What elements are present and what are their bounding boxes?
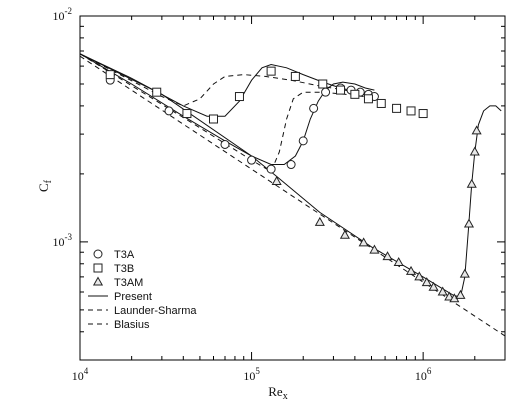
t3b-point <box>290 71 300 81</box>
legend-item-t3a: T3A <box>93 249 135 261</box>
y-axis-title: Cf <box>36 179 54 192</box>
t3b-point <box>105 70 115 80</box>
t3a-point <box>164 106 174 116</box>
t3b-point <box>418 109 428 119</box>
legend-item-present: Present <box>88 291 152 303</box>
t3am-point <box>471 125 482 135</box>
legend-item-t3am: T3AM <box>92 276 143 289</box>
t3am-point <box>414 271 425 281</box>
axis-ticks <box>79 15 506 361</box>
t3b-point <box>376 98 386 108</box>
launder-sharma-line <box>80 53 372 107</box>
t3b-point <box>363 94 373 104</box>
t3am-point <box>358 237 369 247</box>
y-tick-label: 10-2 <box>53 6 73 23</box>
x-tick-label: 105 <box>243 366 260 383</box>
tick-labels: 104 105 106 10-3 10-2 <box>53 6 432 383</box>
t3a-point <box>266 164 276 174</box>
t3b-point <box>392 103 402 113</box>
t3b-point <box>406 106 416 116</box>
legend-label-present: Present <box>114 291 152 303</box>
legend-label-t3b: T3B <box>114 263 134 275</box>
t3am-point <box>444 291 455 301</box>
legend-item-blasius: Blasius <box>88 319 150 331</box>
t3a-point <box>321 87 331 97</box>
legend-label-t3a: T3A <box>114 249 135 261</box>
t3b-point <box>318 79 328 89</box>
legend-symbol-t3am <box>92 276 104 286</box>
t3b-point <box>234 92 244 102</box>
x-tick-label: 104 <box>72 366 89 383</box>
t3am-point <box>382 251 393 261</box>
t3am-point <box>469 146 480 156</box>
t3am-point <box>369 244 380 254</box>
present-line <box>80 53 502 298</box>
legend-item-t3b: T3B <box>93 263 134 275</box>
t3am-point <box>314 216 325 226</box>
plot-frame <box>79 15 506 361</box>
legend-symbol-t3b <box>93 263 103 273</box>
legend-item-launder-sharma: Launder-Sharma <box>88 305 197 317</box>
series-markers <box>105 66 482 303</box>
t3am-point <box>455 289 466 299</box>
t3am-point <box>393 257 404 267</box>
t3am-point <box>463 218 475 228</box>
t3am-point <box>466 178 477 188</box>
t3a-point <box>220 139 230 149</box>
t3a-point <box>286 160 296 170</box>
present-line <box>80 53 375 117</box>
x-tick-label: 106 <box>415 366 432 383</box>
t3b-point <box>209 114 219 124</box>
t3a-point <box>298 136 308 146</box>
t3b-point <box>266 66 276 76</box>
t3a-point <box>309 103 319 113</box>
legend-label-launder-sharma: Launder-Sharma <box>114 305 197 317</box>
t3b-point <box>336 85 346 95</box>
y-tick-label: 10-3 <box>53 232 73 249</box>
legend-symbol-t3a <box>93 249 103 259</box>
t3am-point <box>428 281 439 291</box>
t3am-point <box>421 277 432 287</box>
legend-label-t3am: T3AM <box>114 277 143 289</box>
legend: T3A T3B T3AM Present Launder-Sharma Blasius <box>88 249 197 331</box>
t3am-point <box>459 268 470 278</box>
t3am-point <box>437 286 448 296</box>
t3a-point <box>247 155 257 165</box>
legend-label-blasius: Blasius <box>114 319 150 331</box>
launder-sharma-line <box>80 53 364 173</box>
t3am-point <box>405 265 417 275</box>
t3b-point <box>350 89 360 99</box>
t3b-point <box>182 109 192 119</box>
t3am-point <box>271 176 282 186</box>
x-axis-title: Rex <box>268 384 287 402</box>
t3b-point <box>152 87 162 97</box>
t3am-point <box>339 229 350 239</box>
